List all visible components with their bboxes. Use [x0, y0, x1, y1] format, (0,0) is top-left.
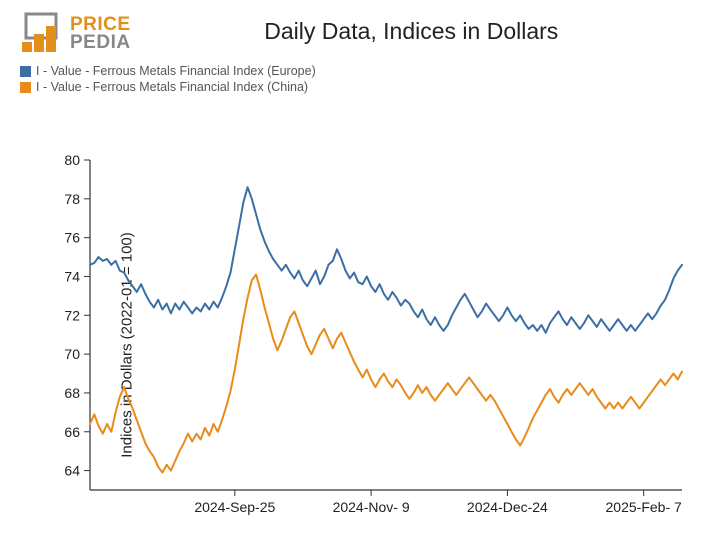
- chart-area: Indices in Dollars (2022-01 = 100) 64666…: [0, 150, 712, 540]
- svg-text:66: 66: [64, 424, 80, 440]
- svg-text:72: 72: [64, 307, 80, 323]
- svg-text:2024-Sep-25: 2024-Sep-25: [194, 499, 275, 515]
- svg-text:68: 68: [64, 385, 80, 401]
- title-container: Daily Data, Indices in Dollars: [131, 12, 692, 45]
- svg-text:78: 78: [64, 191, 80, 207]
- svg-text:2024-Nov- 9: 2024-Nov- 9: [333, 499, 410, 515]
- logo-text-bottom: PEDIA: [70, 34, 131, 52]
- line-chart: 64 66 68 70 72 74 76 78 80 2024-Sep-25 2024-Nov- 9…: [0, 150, 712, 540]
- logo-text: PRICE PEDIA: [70, 16, 131, 52]
- svg-text:2024-Dec-24: 2024-Dec-24: [467, 499, 548, 515]
- svg-text:74: 74: [64, 268, 80, 284]
- svg-text:2025-Feb- 7: 2025-Feb- 7: [606, 499, 682, 515]
- legend-item-europe: I - Value - Ferrous Metals Financial Ind…: [20, 64, 692, 78]
- pricepedia-logo: PRICE PEDIA: [20, 12, 131, 56]
- chart-title: Daily Data, Indices in Dollars: [264, 18, 558, 44]
- legend-swatch-europe: [20, 66, 31, 77]
- legend: I - Value - Ferrous Metals Financial Ind…: [0, 56, 712, 94]
- legend-label-china: I - Value - Ferrous Metals Financial Ind…: [36, 80, 308, 94]
- svg-text:76: 76: [64, 230, 80, 246]
- legend-label-europe: I - Value - Ferrous Metals Financial Ind…: [36, 64, 316, 78]
- legend-item-china: I - Value - Ferrous Metals Financial Ind…: [20, 80, 692, 94]
- legend-swatch-china: [20, 82, 31, 93]
- svg-text:80: 80: [64, 152, 80, 168]
- svg-text:64: 64: [64, 463, 80, 479]
- svg-text:70: 70: [64, 346, 80, 362]
- header: PRICE PEDIA Daily Data, Indices in Dolla…: [0, 0, 712, 56]
- logo-icon: [20, 12, 64, 56]
